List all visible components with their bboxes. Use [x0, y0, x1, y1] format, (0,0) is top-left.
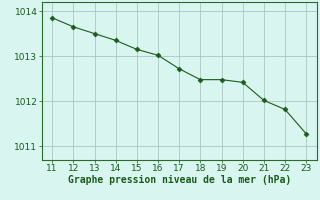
X-axis label: Graphe pression niveau de la mer (hPa): Graphe pression niveau de la mer (hPa) [68, 175, 291, 185]
